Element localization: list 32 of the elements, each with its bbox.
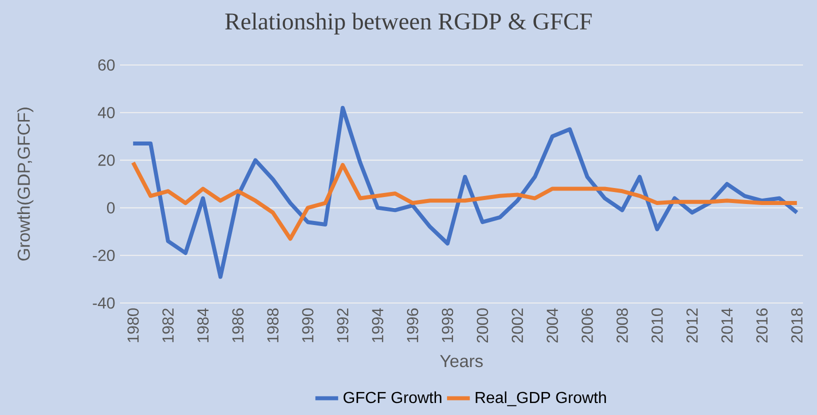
x-tick-label: 2014	[721, 308, 733, 343]
x-tick-label: 1988	[267, 308, 279, 342]
y-tick-label: 20	[98, 154, 115, 166]
chart-title: Relationship between RGDP & GFCF	[225, 12, 592, 34]
y-axis-title: Growth(GDP,GFCF)	[17, 108, 34, 260]
x-tick-label: 1984	[197, 308, 209, 342]
x-tick-label: 1996	[406, 308, 418, 342]
x-tick-label: 1982	[162, 308, 174, 342]
line-series	[131, 106, 799, 279]
x-tick-label: 2006	[582, 308, 593, 343]
y-tick-label: -40	[92, 297, 115, 309]
x-tick-label: 1992	[337, 308, 348, 342]
x-tick-label: 1990	[302, 308, 314, 342]
x-tick-label: 1998	[442, 308, 454, 342]
x-tick-label: 2008	[616, 308, 628, 343]
x-tick-label: 2004	[546, 308, 558, 343]
y-tick-label: 60	[98, 59, 115, 71]
x-tick-label: 2018	[791, 308, 803, 343]
x-axis-title: Years	[440, 355, 483, 368]
x-tick-label: 2010	[651, 308, 663, 343]
y-tick-label: -20	[92, 250, 115, 262]
x-tick-label: 1994	[372, 308, 384, 342]
x-tick-label: 2002	[512, 308, 524, 343]
x-tick-label: 2016	[756, 308, 768, 343]
x-tick-label: 1986	[232, 308, 244, 342]
legend-label: Real_GDP Growth	[476, 391, 606, 406]
y-tick-label: 40	[98, 106, 115, 118]
y-tick-label: 0	[107, 202, 115, 214]
x-tick-label: 1980	[127, 308, 139, 342]
x-tick-label: 2012	[686, 308, 698, 343]
legend-label: GFCF Growth	[344, 391, 442, 404]
x-tick-label: 2000	[476, 308, 488, 343]
